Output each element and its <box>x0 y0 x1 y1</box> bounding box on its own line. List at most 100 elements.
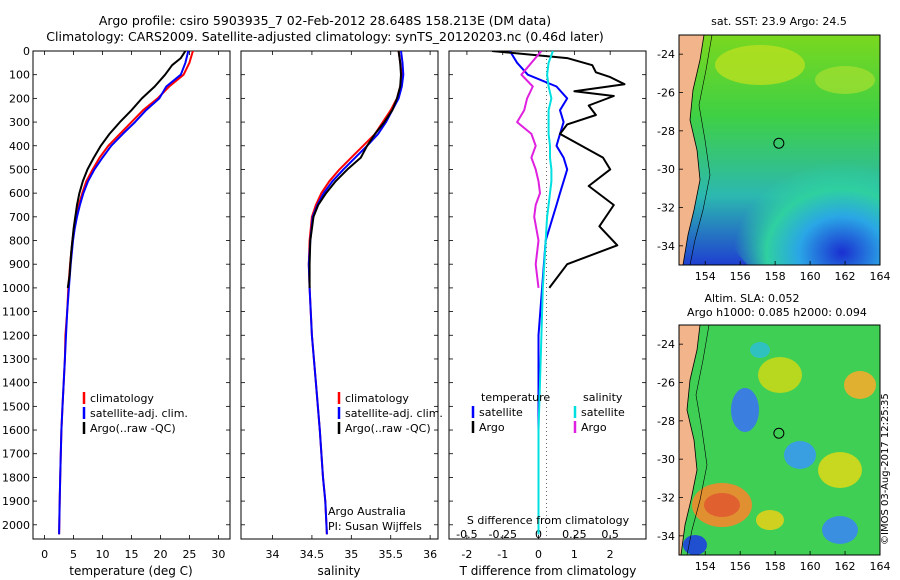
difference-xlabel: T difference from climatology <box>459 564 637 578</box>
salinity-x-ticks: 34 34.5 35 35.5 36 <box>266 51 437 561</box>
depth-tick-label: 2000 <box>2 519 30 532</box>
map-y-tick-label: -28 <box>657 125 675 138</box>
x-tick-label: 0 <box>41 548 48 561</box>
map-x-tick-label: 160 <box>800 560 821 573</box>
map-y-tick-label: -32 <box>657 492 675 505</box>
depth-tick-label: 900 <box>9 258 30 271</box>
map-y-tick-label: -30 <box>657 163 675 176</box>
map-x-tick-label: 158 <box>765 560 786 573</box>
depth-tick-label: 1100 <box>2 306 30 319</box>
salinity-lines <box>307 51 405 535</box>
sst-map-shelf-contour <box>689 35 713 265</box>
depth-tick-label: 200 <box>9 92 30 105</box>
temperature-legend-climatology: climatology <box>90 392 154 405</box>
sst-map-warm-patch <box>715 45 805 85</box>
depth-tick-label: 600 <box>9 187 30 200</box>
x-tick-label: 25 <box>182 548 196 561</box>
sst-map-land <box>679 35 705 265</box>
depth-tick-label: 1200 <box>2 329 30 342</box>
x-tick-label: -2 <box>461 548 472 561</box>
map-y-tick-label: -28 <box>657 415 675 428</box>
sla-map-low-4 <box>683 535 707 555</box>
x-tick-label: 1 <box>571 548 578 561</box>
sla-map-low-2 <box>784 441 816 469</box>
temperature-depth-ticks: 0 100 200 300 400 500 600 700 800 900 1000 1100 1200… <box>2 45 230 532</box>
sst-map-cold-region <box>725 140 880 265</box>
sla-map-high-1b <box>704 493 740 517</box>
depth-tick-label: 1400 <box>2 377 30 390</box>
depth-tick-label: 1900 <box>2 495 30 508</box>
temperature-legend: climatology satellite-adj. clim. Argo(..… <box>82 392 188 435</box>
map-x-tick-label: 162 <box>835 560 856 573</box>
map-y-tick-label: -26 <box>657 87 675 100</box>
salinity-legend: climatology satellite-adj. clim. Argo(..… <box>337 392 443 435</box>
map-y-tick-label: -34 <box>657 240 675 253</box>
salinity-annotation-org: Argo Australia <box>328 505 406 518</box>
map-x-tick-label: 162 <box>835 270 856 283</box>
difference-legend-s-sat: satellite <box>581 406 625 419</box>
sst-map-warm-patch-2 <box>815 66 875 94</box>
series-temperature-argo <box>491 51 626 289</box>
salinity-panel: 34 34.5 35 35.5 36 salinity climatology sate… <box>240 50 443 578</box>
x-tick-label: 5 <box>70 548 77 561</box>
sla-map-shelf-contour <box>686 325 710 555</box>
depth-tick-label: 1700 <box>2 448 30 461</box>
difference-legend-salinity-title: salinity <box>583 391 623 404</box>
map-y-tick-label: -24 <box>657 338 675 351</box>
difference-legend-temperature-title: temperature <box>481 391 550 404</box>
difference-legend-t-argo: Argo <box>479 421 505 434</box>
depth-tick-label: 1600 <box>2 424 30 437</box>
sla-map-panel: Altim. SLA: 0.052 Argo h1000: 0.085 h200… <box>657 292 890 573</box>
salinity-frame <box>240 50 439 540</box>
series-satellite-adj-clim- <box>307 51 405 535</box>
depth-tick-label: 700 <box>9 211 30 224</box>
x-tick-label: 36 <box>423 548 437 561</box>
sst-map-argo-marker <box>773 137 785 149</box>
sla-map-low-3 <box>822 516 858 544</box>
s-tick-label: -0.25 <box>488 528 516 541</box>
depth-tick-label: 1800 <box>2 471 30 484</box>
sla-map-low-5 <box>750 342 770 358</box>
sla-map-ticks: 154 156 158 160 162 164 -24 -26 -28 -30 -32 -34 <box>657 338 890 573</box>
difference-legend-t-sat: satellite <box>479 406 523 419</box>
x-tick-label: 20 <box>153 548 167 561</box>
sst-map-ticks: 154 156 158 160 162 164 -24 -26 -28 -30 -32 -34 <box>657 48 890 283</box>
sla-map-title-2: Argo h1000: 0.085 h2000: 0.094 <box>687 306 867 319</box>
map-x-tick-label: 158 <box>765 270 786 283</box>
difference-legend-s-argo: Argo <box>581 421 607 434</box>
depth-tick-label: 1000 <box>2 282 30 295</box>
sla-map-frame <box>678 324 881 556</box>
x-tick-label: 34 <box>266 548 280 561</box>
depth-tick-label: 1500 <box>2 400 30 413</box>
depth-tick-label: 800 <box>9 235 30 248</box>
sla-map-high-2 <box>844 371 876 399</box>
depth-tick-label: 500 <box>9 163 30 176</box>
x-tick-label: 30 <box>211 548 225 561</box>
depth-tick-label: 0 <box>23 45 30 58</box>
s-tick-label: 0.25 <box>562 528 587 541</box>
sla-map-title-1: Altim. SLA: 0.052 <box>704 292 799 305</box>
salinity-legend-argo: Argo(..raw -QC) <box>345 422 431 435</box>
sla-map-argo-marker <box>773 427 785 439</box>
salinity-annotation-pi: PI: Susan Wijffels <box>328 520 422 533</box>
title-line-2: Climatology: CARS2009. Satellite-adjuste… <box>46 29 604 44</box>
sst-map-panel: sat. SST: 23.9 Argo: 24.5 154 156 158 160 16… <box>657 15 890 283</box>
s-tick-label: -0.5 <box>456 528 477 541</box>
depth-tick-label: 100 <box>9 69 30 82</box>
map-x-tick-label: 156 <box>730 270 751 283</box>
x-tick-label: 35 <box>344 548 358 561</box>
sla-map-low-1 <box>731 388 759 432</box>
x-tick-label: 2 <box>607 548 614 561</box>
map-x-tick-label: 160 <box>800 270 821 283</box>
temperature-lines <box>58 51 194 535</box>
map-y-tick-label: -34 <box>657 530 675 543</box>
depth-tick-label: 1300 <box>2 353 30 366</box>
map-x-tick-label: 154 <box>695 270 716 283</box>
series-temperature-satellite <box>509 51 569 535</box>
x-tick-label: 15 <box>125 548 139 561</box>
map-x-tick-label: 154 <box>695 560 716 573</box>
salinity-xlabel: salinity <box>317 564 360 578</box>
series-salinity-satellite <box>537 51 554 535</box>
difference-frame <box>448 50 647 540</box>
